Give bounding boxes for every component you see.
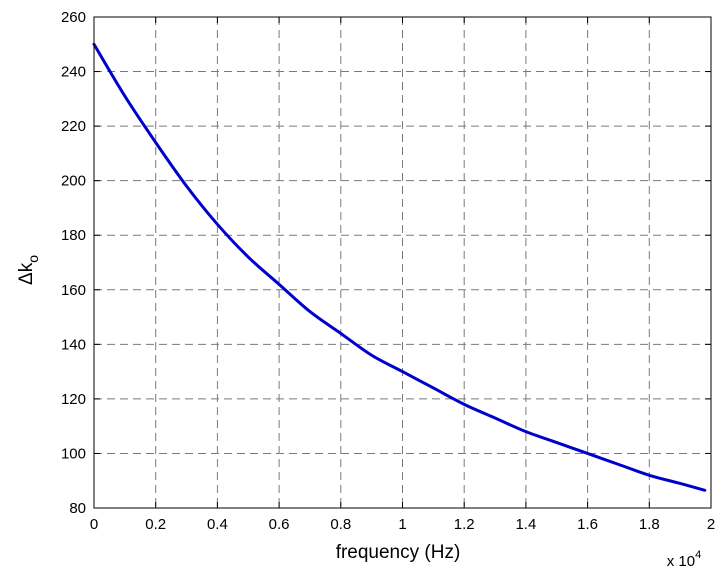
y-tick-label-0: 80 [69, 500, 86, 517]
x-tick-label-1: 0.2 [145, 516, 166, 533]
y-axis-label: Δko [16, 255, 41, 285]
y-tick-labels: 80 100 120 140 160 180 200 220 240 260 [61, 9, 86, 517]
x-axis-multiplier-exponent: 4 [695, 549, 701, 561]
x-tick-labels: 0 0.2 0.4 0.6 0.8 1 1.2 1.4 1.6 1.8 2 [90, 516, 715, 533]
y-tick-label-4: 160 [61, 282, 86, 299]
y-tick-label-6: 200 [61, 173, 86, 190]
x-tick-label-10: 2 [707, 516, 715, 533]
x-tick-label-7: 1.4 [515, 516, 536, 533]
x-tick-label-9: 1.8 [639, 516, 660, 533]
y-tick-label-1: 100 [61, 445, 86, 462]
series-layer [92, 42, 707, 492]
x-tick-label-4: 0.8 [330, 516, 351, 533]
grid-lines [94, 17, 711, 508]
y-tick-label-8: 240 [61, 64, 86, 81]
y-tick-label-3: 140 [61, 336, 86, 353]
y-tick-label-2: 120 [61, 391, 86, 408]
x-tick-label-5: 1 [398, 516, 406, 533]
y-axis-label-subscript: o [25, 255, 41, 263]
series-line-0 [92, 42, 707, 492]
y-axis-label-base: Δk [16, 262, 37, 285]
x-tick-label-6: 1.2 [454, 516, 475, 533]
y-tick-label-5: 180 [61, 227, 86, 244]
x-tick-label-3: 0.6 [269, 516, 290, 533]
y-tick-label-7: 220 [61, 118, 86, 135]
tick-marks [93, 16, 712, 509]
x-axis-label: frequency (Hz) [336, 542, 461, 563]
x-axis-multiplier: x 104 [667, 549, 701, 570]
x-axis-multiplier-prefix: x 10 [667, 553, 695, 570]
x-tick-label-2: 0.4 [207, 516, 228, 533]
x-tick-label-0: 0 [90, 516, 98, 533]
x-tick-label-8: 1.6 [577, 516, 598, 533]
y-tick-label-9: 260 [61, 9, 86, 26]
